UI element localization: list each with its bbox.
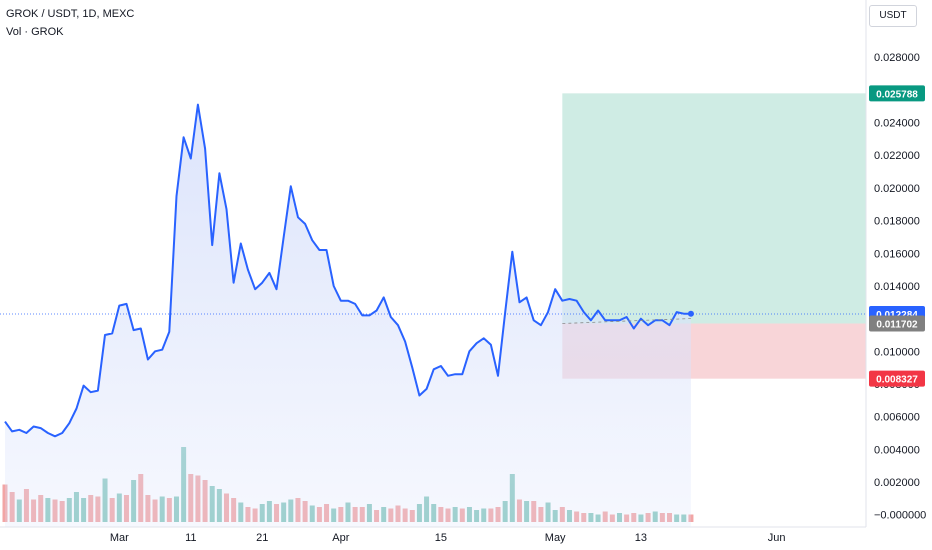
price-line [4, 103, 691, 438]
y-tick-label: 0.028000 [874, 52, 920, 64]
y-tick-label: 0.018000 [874, 216, 920, 228]
y-tick-label: 0.006000 [874, 412, 920, 424]
x-tick-label: Jun [768, 532, 786, 544]
target-price-badge: 0.025788 [876, 89, 918, 100]
last-price-dot [687, 310, 694, 317]
price-axis[interactable]: 0.0280000.0260000.0240000.0220000.020000… [865, 0, 932, 550]
x-tick-label: 11 [185, 532, 196, 544]
y-tick-label: 0.002000 [874, 477, 920, 489]
stop-price-badge-bg [869, 370, 925, 387]
y-tick-label: 0.014000 [874, 281, 920, 293]
currency-unit-button[interactable]: USDT [869, 5, 917, 27]
x-tick-label: May [545, 532, 566, 544]
volume-indicator-label[interactable]: Vol · GROK [6, 26, 64, 38]
price-axis-background [866, 0, 932, 550]
entry-price-badge: 0.011702 [876, 320, 918, 331]
y-tick-label: 0.010000 [874, 346, 920, 358]
long-position-tool[interactable] [562, 93, 866, 379]
symbol-title[interactable]: GROK / USDT, 1D, MEXC [6, 8, 135, 20]
y-tick-label: 0.020000 [874, 183, 920, 195]
entry-price-badge-bg [869, 315, 925, 332]
y-tick-label: 0.016000 [874, 248, 920, 260]
x-tick-label: 15 [435, 532, 447, 544]
x-tick-label: Apr [332, 532, 349, 544]
y-tick-label: −0.000000 [874, 510, 926, 522]
volume-bar [688, 514, 694, 522]
time-axis[interactable]: Mar 11 21 Apr 15 May 13 Jun [0, 526, 866, 544]
x-tick-label: 21 [256, 532, 268, 544]
target-zone [562, 93, 866, 324]
price-markers [0, 310, 866, 324]
target-price-badge-bg [869, 85, 925, 102]
price-series-line [4, 103, 691, 438]
y-tick-label: 0.024000 [874, 118, 920, 130]
x-tick-label: Mar [110, 532, 129, 544]
stop-price-badge: 0.008327 [876, 375, 918, 386]
y-tick-label: 0.004000 [874, 444, 920, 456]
x-tick-label: 13 [635, 532, 647, 544]
current-price-badge: 0.012284 [876, 310, 918, 321]
y-tick-label: 0.022000 [874, 150, 920, 162]
